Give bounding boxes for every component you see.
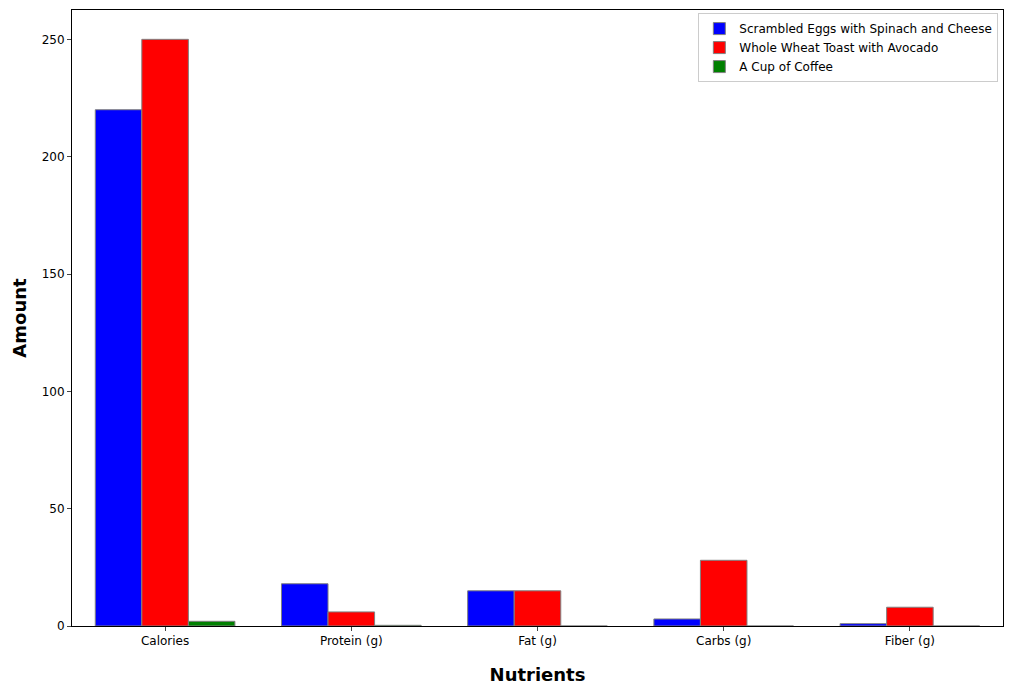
svg-text:200: 200 (42, 150, 65, 164)
svg-text:Fat (g): Fat (g) (518, 634, 557, 648)
svg-text:Nutrients: Nutrients (490, 664, 586, 685)
svg-text:Calories: Calories (141, 634, 189, 648)
svg-text:Scrambled Eggs with Spinach an: Scrambled Eggs with Spinach and Cheese (739, 22, 991, 36)
svg-text:0: 0 (57, 619, 65, 633)
svg-text:Amount: Amount (9, 278, 30, 358)
svg-text:100: 100 (42, 385, 65, 399)
svg-text:Whole Wheat Toast with Avocado: Whole Wheat Toast with Avocado (739, 41, 938, 55)
svg-text:A Cup of Coffee: A Cup of Coffee (739, 60, 833, 74)
svg-text:Carbs (g): Carbs (g) (696, 634, 751, 648)
svg-text:250: 250 (42, 33, 65, 47)
svg-text:50: 50 (49, 502, 64, 516)
svg-text:Protein (g): Protein (g) (320, 634, 383, 648)
svg-text:Fiber (g): Fiber (g) (885, 634, 935, 648)
svg-text:150: 150 (42, 267, 65, 281)
